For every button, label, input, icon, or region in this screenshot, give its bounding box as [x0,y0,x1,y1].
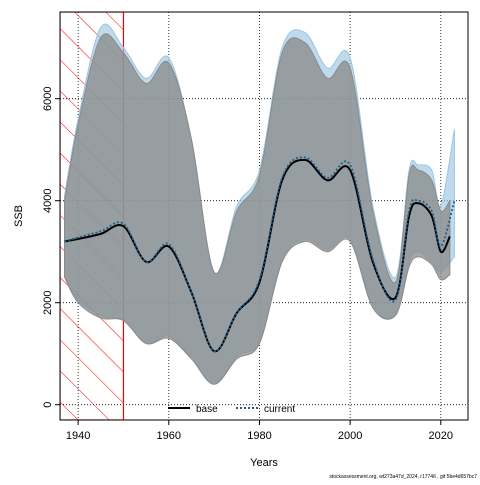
legend-label-base: base [196,404,218,415]
legend: base current [168,404,295,415]
series-lines [64,156,456,353]
watermark-text: stockassessment.org, wt273a47d_2024, r17… [329,474,477,480]
confidence-band-base [64,33,451,385]
legend-label-current: current [264,404,295,415]
y-tick-label: 2000 [42,290,54,314]
axes: 1940 1960 1980 2000 2020 0 2000 4000 6000 [42,86,453,442]
x-tick-label: 2000 [338,430,362,442]
y-tick-label: 0 [42,402,54,408]
x-tick-label: 1980 [247,430,271,442]
x-tick-label: 2020 [429,430,453,442]
x-tick-label: 1940 [66,430,90,442]
y-axis-title: SSB [13,205,25,227]
y-tick-label: 4000 [42,188,54,212]
x-tick-label: 1960 [157,430,181,442]
y-tick-label: 6000 [42,86,54,110]
plot-frame [59,11,469,421]
confidence-bands [64,23,455,385]
x-axis-title: Years [250,457,278,469]
